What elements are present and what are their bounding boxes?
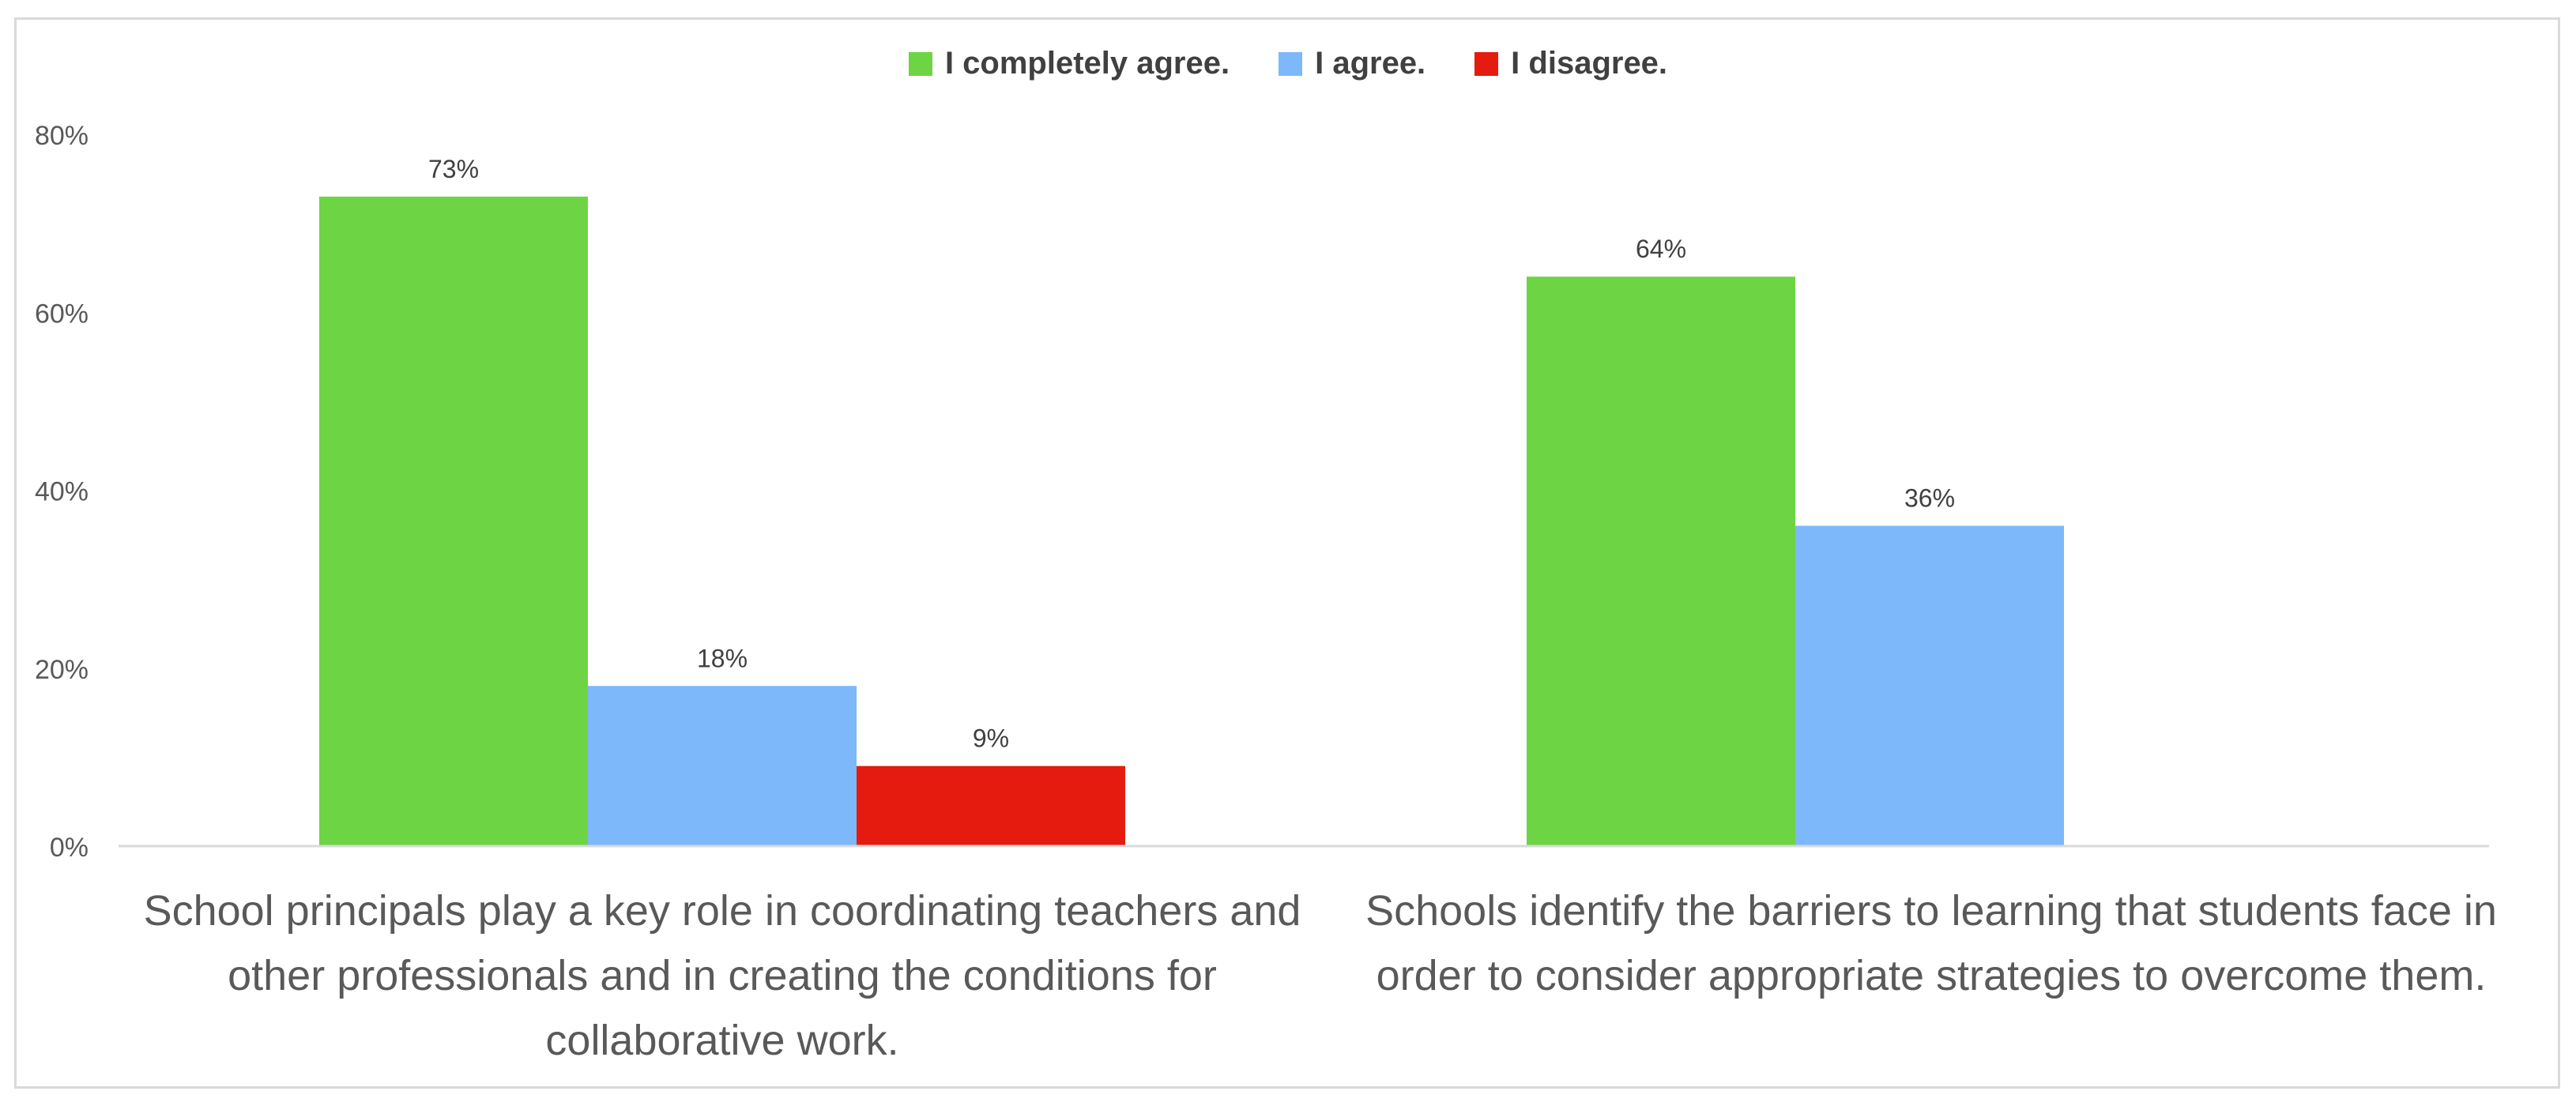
data-label: 64% — [1636, 235, 1686, 263]
bar — [1527, 276, 1795, 846]
legend-label-disagree: I disagree. — [1511, 46, 1668, 81]
legend-swatch-completely-agree — [908, 51, 932, 76]
category-label-barriers: Schools identify the barriers to learnin… — [1365, 887, 2497, 999]
data-label: 36% — [1904, 484, 1955, 513]
y-tick-label: 0% — [50, 833, 89, 863]
legend-swatch-agree — [1279, 51, 1303, 76]
y-tick-label: 40% — [35, 477, 89, 507]
bar — [319, 196, 588, 846]
bar-labels: 73% 64% 18% 36% 9% — [428, 155, 1955, 753]
legend-swatch-disagree — [1474, 51, 1499, 76]
bar — [857, 766, 1125, 846]
data-label: 9% — [973, 724, 1009, 753]
legend-label-agree: I agree. — [1315, 46, 1426, 81]
y-tick-label: 20% — [35, 655, 89, 685]
legend-item-completely-agree: I completely agree. — [908, 46, 1230, 81]
bars — [319, 196, 2064, 846]
bar — [588, 686, 857, 846]
y-tick-label: 60% — [35, 299, 89, 329]
y-tick-label: 80% — [35, 121, 89, 151]
data-label: 73% — [428, 155, 479, 183]
legend-item-agree: I agree. — [1279, 46, 1425, 81]
legend-label-completely-agree: I completely agree. — [944, 46, 1230, 81]
legend: I completely agree. I agree. I disagree. — [0, 46, 2576, 81]
bar — [1795, 525, 2064, 846]
y-axis: 0% 20% 40% 60% 80% — [35, 121, 89, 863]
category-label-principals: School principals play a key role in coo… — [143, 887, 1301, 1064]
data-label: 18% — [697, 644, 748, 672]
legend-item-disagree: I disagree. — [1474, 46, 1667, 81]
